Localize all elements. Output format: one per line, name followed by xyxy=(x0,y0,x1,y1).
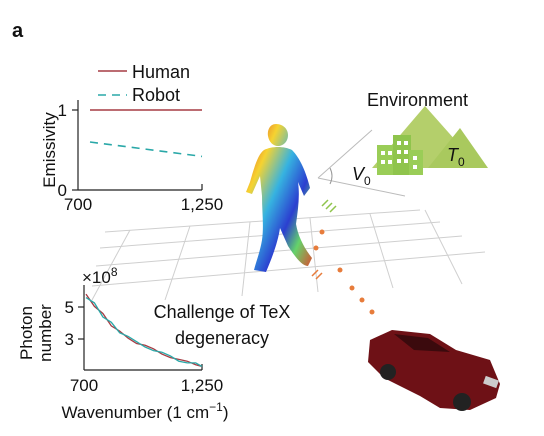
human-silhouette xyxy=(246,124,312,272)
car-windows xyxy=(394,334,450,352)
emissivity-y-label: Emissivity xyxy=(40,112,59,188)
car-wheel-rear xyxy=(380,364,396,380)
series-robot-line xyxy=(89,141,203,158)
emissivity-ytick-label-1: 1 xyxy=(58,101,67,120)
photon-ytick-label-3: 3 xyxy=(65,330,74,349)
view-cone-line-2 xyxy=(317,177,406,197)
photon-series-human xyxy=(85,293,203,368)
floor-grid xyxy=(91,209,486,301)
building-3 xyxy=(409,150,423,175)
tex-degeneracy-line1: Challenge of TeX xyxy=(154,302,291,322)
car-wheel-front xyxy=(453,393,471,411)
view-cone-line-1 xyxy=(317,129,373,179)
building-2 xyxy=(393,135,411,175)
v0-label: V0 xyxy=(352,164,371,188)
photon-y-label-line2: number xyxy=(36,304,55,362)
emissivity-chart: Human Robot 1 0 700 1,250 Emissivity xyxy=(40,62,223,214)
photon-y-label-line1: Photon xyxy=(17,306,36,360)
car-grille xyxy=(483,375,499,389)
photon-chart: ×108 5 3 700 1,250 Photon number Wavenum… xyxy=(17,265,229,422)
car-body xyxy=(368,330,500,410)
photon-xtick-label-700: 700 xyxy=(70,376,98,395)
panel-label: a xyxy=(12,20,24,42)
legend-human-label: Human xyxy=(132,62,190,82)
emissivity-xtick-label-1250: 1,250 xyxy=(181,195,224,214)
photon-series-robot xyxy=(85,297,203,368)
emission-waves xyxy=(311,199,337,280)
photon-multiplier: ×108 xyxy=(82,265,118,287)
emissivity-xtick-label-700: 700 xyxy=(64,195,92,214)
emission-dots xyxy=(313,229,375,315)
t0-label: T0 xyxy=(447,145,465,169)
emissivity-legend: Human Robot xyxy=(98,62,190,105)
building-1 xyxy=(377,145,395,175)
legend-robot-label: Robot xyxy=(132,85,180,105)
environment-label: Environment xyxy=(367,90,468,110)
emissivity-ytick-label-0: 0 xyxy=(58,181,67,200)
view-angle-arc xyxy=(329,167,333,185)
thermal-human-figure xyxy=(246,124,312,272)
building-windows xyxy=(381,141,417,169)
car-illustration xyxy=(368,330,500,411)
environment-illustration: Environment V0 T0 xyxy=(317,90,488,197)
mountain-small xyxy=(428,128,488,168)
photon-ytick-label-5: 5 xyxy=(65,298,74,317)
tex-degeneracy-line2: degeneracy xyxy=(175,328,269,348)
photon-xtick-label-1250: 1,250 xyxy=(181,376,224,395)
photon-x-label: Wavenumber (1 cm−1) xyxy=(61,400,228,422)
